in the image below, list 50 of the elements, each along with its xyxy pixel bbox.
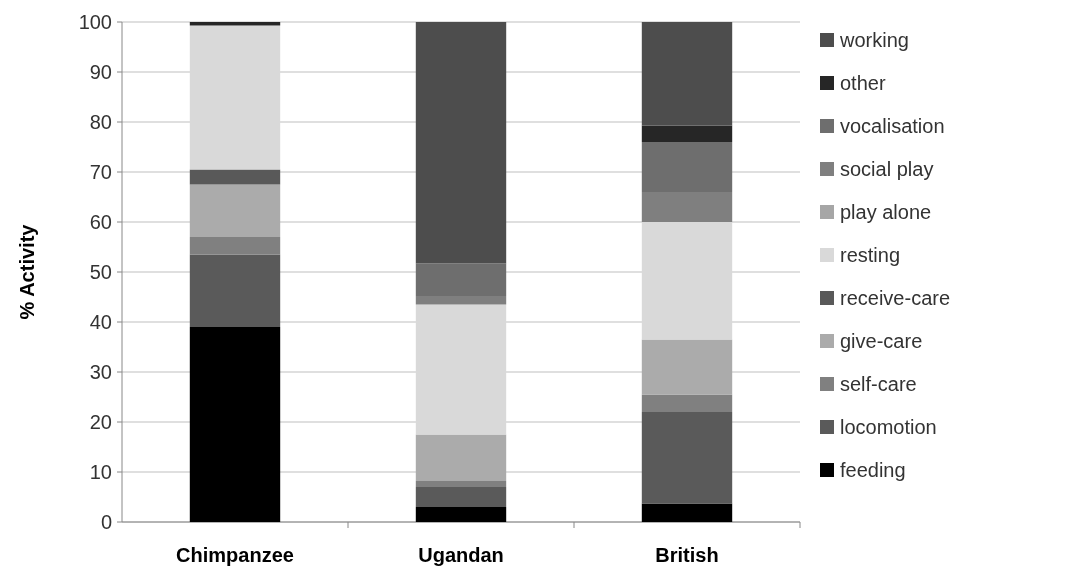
y-tick-label: 20 <box>89 411 112 433</box>
bar <box>415 507 507 522</box>
legend-label: feeding <box>840 459 906 481</box>
legend-label: locomotion <box>840 416 937 438</box>
bar <box>189 184 281 237</box>
x-tick-label: Ugandan <box>418 544 504 566</box>
bar <box>641 125 733 142</box>
y-tick-label: 0 <box>100 511 112 533</box>
legend-label: social play <box>840 158 934 180</box>
y-tick-label: 90 <box>89 61 112 83</box>
bar <box>415 263 507 296</box>
bar <box>415 434 507 481</box>
y-tick-label: 40 <box>89 311 112 333</box>
bar <box>415 304 507 435</box>
legend-label: give-care <box>840 330 923 352</box>
x-tick-label: Chimpanzee <box>176 544 294 566</box>
bar <box>415 22 507 264</box>
legend-label: vocalisation <box>840 115 945 137</box>
y-tick-label: 80 <box>89 111 112 133</box>
bar <box>189 169 281 185</box>
y-tick-label: 50 <box>89 261 112 283</box>
legend-label: play alone <box>840 201 932 223</box>
bar <box>641 394 733 412</box>
legend-label: resting <box>840 244 901 266</box>
bar <box>189 237 281 255</box>
y-tick-label: 100 <box>78 11 112 33</box>
bar <box>641 503 733 522</box>
legend-label: working <box>839 29 909 51</box>
y-tick-label: 60 <box>89 211 112 233</box>
bar <box>641 22 733 126</box>
bar <box>641 339 733 395</box>
x-tick-label: British <box>655 544 719 566</box>
bar <box>415 481 507 487</box>
bar <box>189 327 281 522</box>
bar <box>641 192 733 222</box>
y-axis-title: % Activity <box>16 223 38 320</box>
bar <box>189 22 281 26</box>
bar <box>641 142 733 192</box>
legend-label: self-care <box>840 373 917 395</box>
bar <box>415 296 507 305</box>
bar <box>641 222 733 340</box>
bar <box>415 487 507 507</box>
y-tick-label: 70 <box>89 161 112 183</box>
bar <box>189 25 281 170</box>
bar <box>189 254 281 327</box>
y-tick-label: 10 <box>89 461 112 483</box>
y-tick-label: 30 <box>89 361 112 383</box>
bar <box>641 412 733 504</box>
legend-label: receive-care <box>840 287 951 309</box>
legend-label: other <box>840 72 886 94</box>
